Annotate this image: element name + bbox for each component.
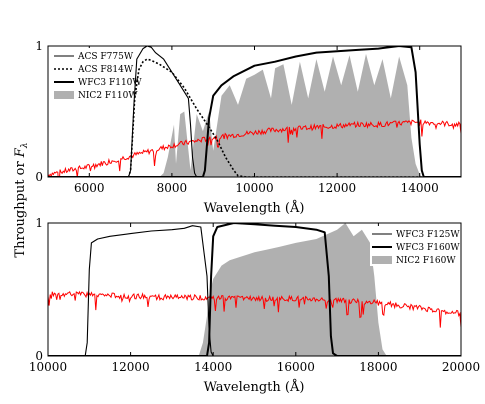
bottom-spectrum-line [48,290,461,328]
bottom-panel-frame [47,222,462,357]
bottom-xtick-label: 18000 [359,360,397,374]
top-xtick-label: 8000 [157,181,188,195]
bottom-legend: WFC3 F125W WFC3 F160W NIC2 F160W [370,226,460,266]
bottom-xtick-label: 12000 [112,360,150,374]
bottom-series-0-line [48,225,461,356]
top-xtick-label: 10000 [235,181,273,195]
top-ytick-label: 0 [35,170,43,184]
bottom-ytick-label: 0 [35,349,43,363]
y-axis-label: Throughput or Fλ [13,142,30,257]
top-legend-label: WFC3 F110W [78,78,142,88]
top-legend-label: ACS F814W [77,65,134,75]
top-xtick-label: 12000 [318,181,356,195]
bottom-series-2-area [198,223,387,356]
bottom-xtick-label: 14000 [194,360,232,374]
bottom-xtick-label: 16000 [277,360,315,374]
bottom-legend-label: WFC3 F125W [396,230,460,240]
top-panel: 6000 8000 10000 12000 14000 0 1 Wavelength (Å)… [35,39,462,216]
top-legend-swatch [54,91,74,99]
top-legend-label: NIC2 F110W [78,91,138,101]
top-spectrum-line [48,119,461,177]
bottom-series-1-line [48,223,461,356]
top-series-3-area [159,53,422,177]
top-xtick-label: 6000 [74,181,105,195]
bottom-legend-label: NIC2 F160W [396,256,456,266]
bottom-legend-swatch [372,256,392,264]
top-legend: ACS F775W ACS F814W WFC3 F110W NIC2 F110W [52,48,142,104]
top-xtick-label: 14000 [401,181,439,195]
bottom-ytick-label: 1 [35,216,43,230]
bottom-xtick-label: 10000 [29,360,67,374]
bottom-panel: 10000 12000 14000 16000 18000 20000 0 1 Wavelen… [29,216,480,395]
top-series-2-line [48,46,461,177]
bottom-xtick-label: 20000 [442,360,480,374]
bottom-xlabel: Wavelength (Å) [204,379,305,395]
top-legend-label: ACS F775W [77,52,134,62]
bottom-legend-label: WFC3 F160W [396,243,460,253]
top-ytick-label: 1 [35,39,43,53]
top-xlabel: Wavelength (Å) [204,200,305,216]
